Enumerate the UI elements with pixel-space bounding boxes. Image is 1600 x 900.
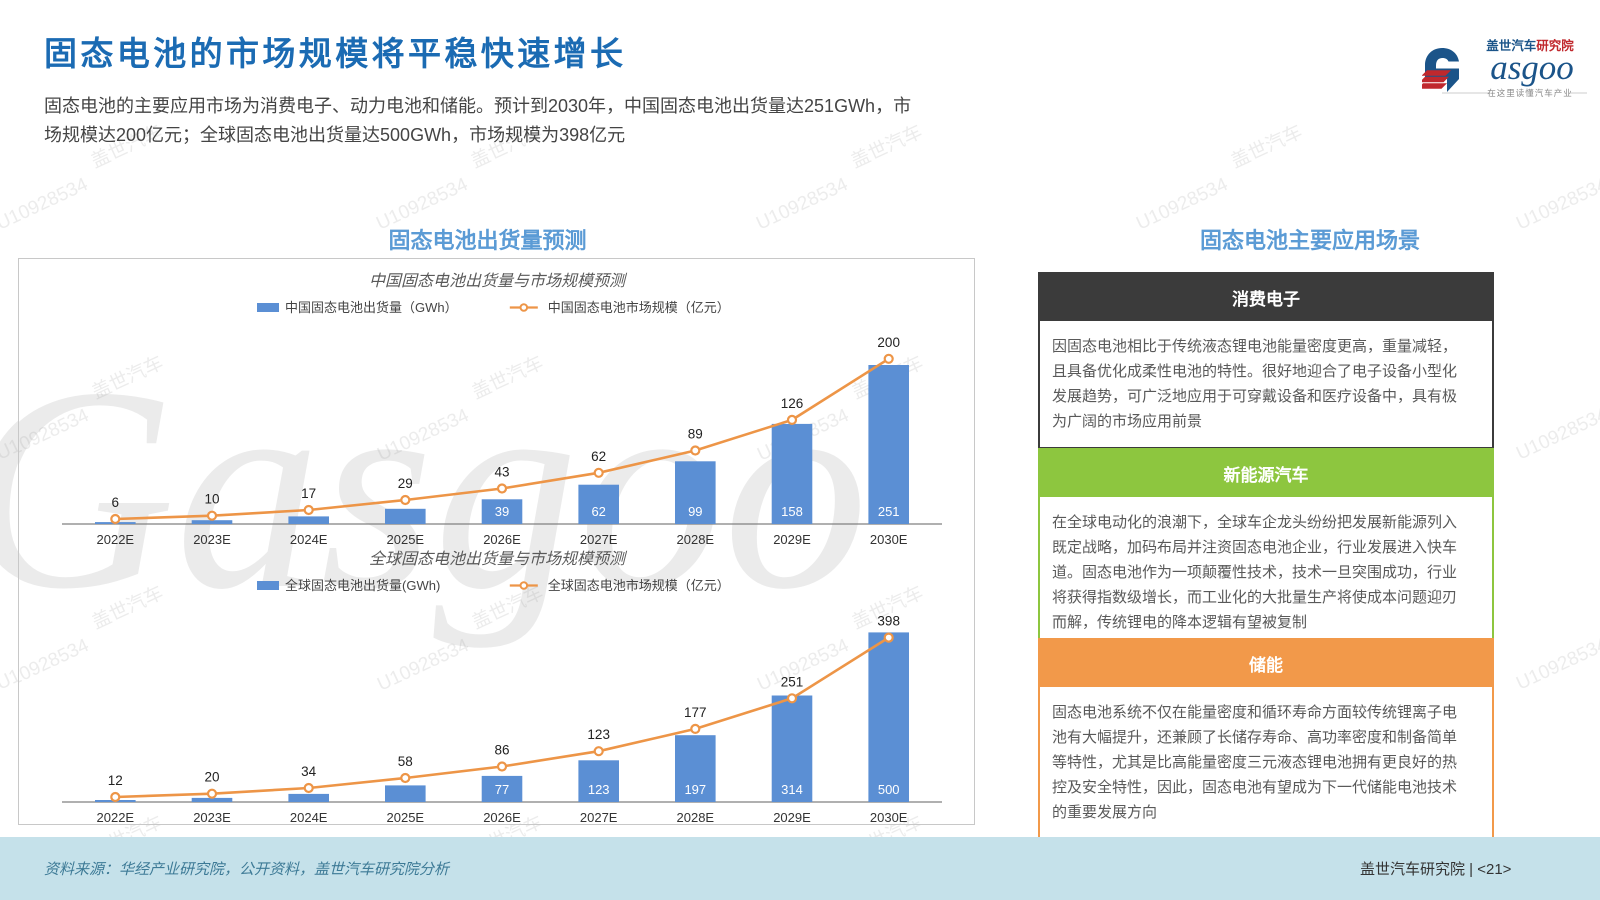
svg-text:2024E: 2024E: [290, 810, 328, 825]
svg-text:126: 126: [781, 396, 804, 411]
svg-text:U10928534: U10928534: [1513, 634, 1600, 695]
svg-text:U10928534: U10928534: [753, 0, 851, 5]
svg-text:中国固态电池市场规模（亿元）: 中国固态电池市场规模（亿元）: [548, 300, 730, 315]
svg-text:500: 500: [878, 782, 900, 797]
svg-text:17: 17: [301, 486, 316, 501]
svg-text:2028E: 2028E: [677, 810, 715, 825]
svg-text:中国固态电池出货量与市场规模预测: 中国固态电池出货量与市场规模预测: [369, 272, 628, 290]
svg-text:12: 12: [108, 773, 123, 788]
svg-text:86: 86: [494, 743, 509, 758]
svg-text:197: 197: [684, 782, 706, 797]
svg-text:在这里读懂汽车产业: 在这里读懂汽车产业: [1487, 88, 1573, 98]
svg-text:62: 62: [591, 504, 605, 519]
svg-text:全球固态电池出货量(GWh): 全球固态电池出货量(GWh): [285, 578, 440, 593]
svg-text:中国固态电池出货量（GWh）: 中国固态电池出货量（GWh）: [285, 300, 458, 315]
svg-text:251: 251: [781, 674, 804, 689]
svg-text:10: 10: [204, 492, 219, 507]
svg-text:2026E: 2026E: [483, 810, 521, 825]
svg-text:314: 314: [781, 782, 803, 797]
svg-text:200: 200: [877, 335, 900, 350]
svg-text:asgoo: asgoo: [1490, 48, 1574, 87]
svg-text:全球固态电池出货量与市场规模预测: 全球固态电池出货量与市场规模预测: [369, 550, 628, 568]
svg-text:U10928534: U10928534: [373, 0, 471, 5]
svg-text:158: 158: [781, 504, 803, 519]
svg-text:29: 29: [398, 476, 413, 491]
svg-text:U10928534: U10928534: [0, 0, 92, 5]
svg-text:U10928534: U10928534: [1513, 0, 1600, 5]
svg-text:58: 58: [398, 754, 413, 769]
svg-text:2027E: 2027E: [580, 810, 618, 825]
svg-text:43: 43: [494, 465, 509, 480]
svg-text:39: 39: [495, 504, 509, 519]
svg-text:123: 123: [587, 727, 610, 742]
svg-text:2023E: 2023E: [193, 810, 231, 825]
svg-text:251: 251: [878, 504, 900, 519]
svg-text:398: 398: [877, 614, 900, 629]
svg-text:U10928534: U10928534: [1133, 0, 1231, 5]
svg-text:77: 77: [495, 782, 509, 797]
svg-text:123: 123: [588, 782, 610, 797]
svg-text:2022E: 2022E: [97, 810, 135, 825]
svg-text:34: 34: [301, 764, 317, 779]
svg-text:2029E: 2029E: [773, 810, 811, 825]
svg-text:89: 89: [688, 427, 703, 442]
svg-text:6: 6: [112, 495, 120, 510]
svg-text:99: 99: [688, 504, 702, 519]
svg-text:2030E: 2030E: [870, 810, 908, 825]
svg-text:62: 62: [591, 449, 606, 464]
svg-text:177: 177: [684, 705, 707, 720]
svg-text:全球固态电池市场规模（亿元）: 全球固态电池市场规模（亿元）: [548, 578, 730, 593]
svg-text:2025E: 2025E: [387, 810, 425, 825]
svg-text:20: 20: [204, 770, 219, 785]
svg-text:U10928534: U10928534: [1513, 404, 1600, 465]
